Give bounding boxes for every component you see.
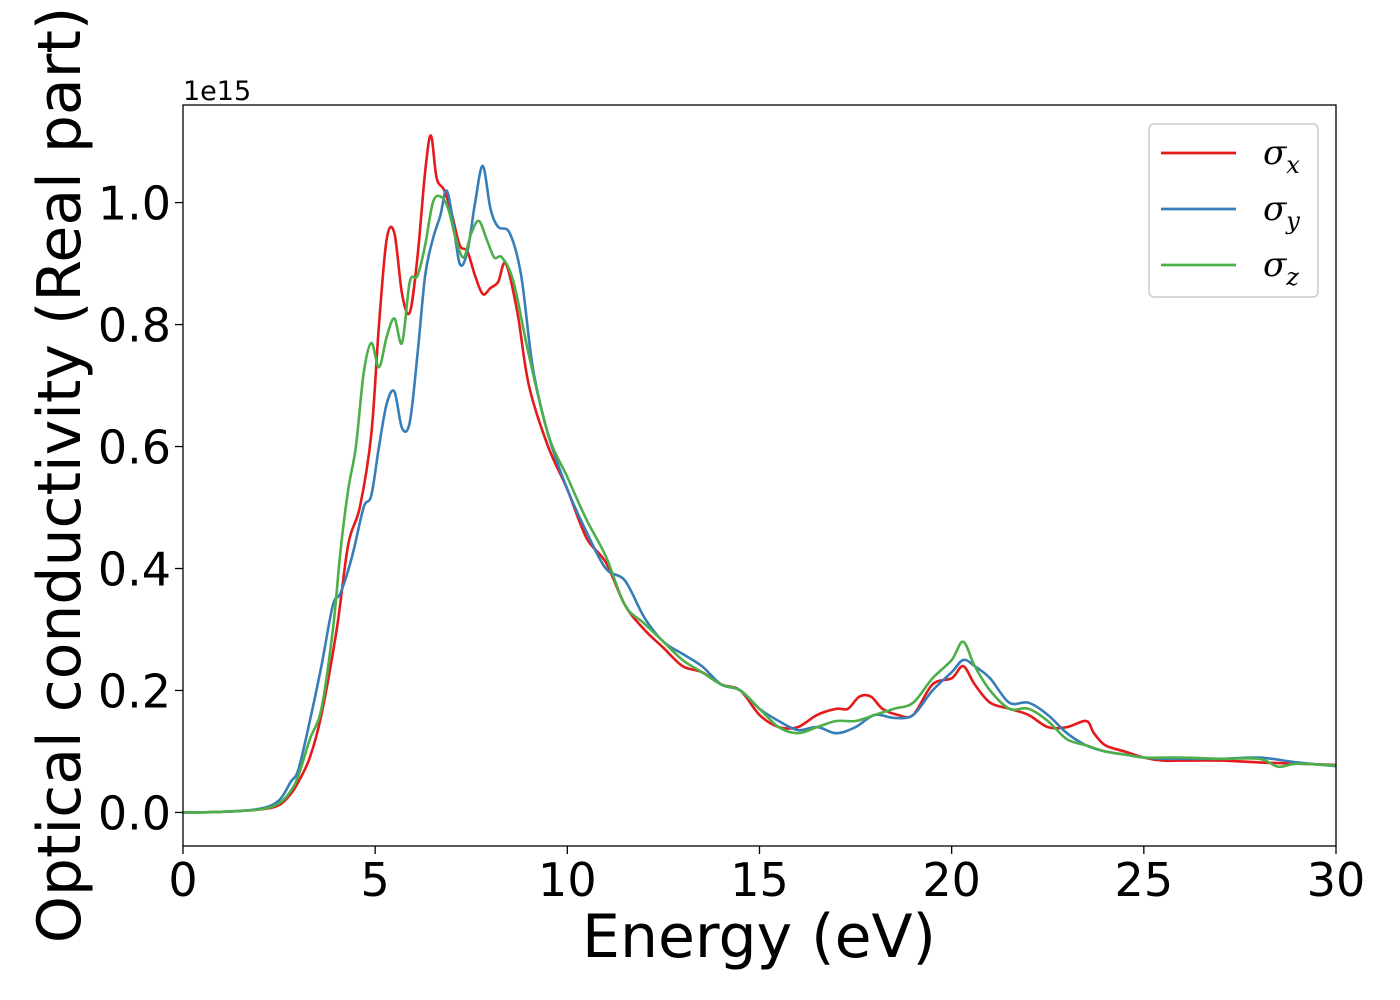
y-tick-label: 0.4	[98, 543, 171, 597]
y-tick-label: 1.0	[98, 177, 171, 231]
x-axis-label: Energy (eV)	[582, 902, 936, 972]
y-offset-label: 1e15	[183, 76, 251, 107]
x-tick-label: 5	[361, 853, 390, 907]
y-axis-ticks: 0.0 0.2 0.4 0.6 0.8 1.0	[98, 177, 183, 840]
series-group	[182, 134, 1337, 814]
y-axis-label: Optical conductivity (Real part)	[25, 7, 95, 944]
series-line-sigma-z	[182, 194, 1337, 814]
x-tick-label: 25	[1115, 853, 1174, 907]
x-tick-label: 0	[168, 853, 197, 907]
y-tick-label: 0.8	[98, 299, 171, 353]
y-tick-label: 0.2	[98, 664, 171, 718]
x-tick-label: 20	[922, 853, 981, 907]
y-tick-label: 0.0	[98, 786, 171, 840]
x-tick-label: 15	[730, 853, 789, 907]
x-tick-label: 30	[1307, 853, 1366, 907]
y-tick-label: 0.6	[98, 421, 171, 475]
legend-frame	[1148, 123, 1319, 298]
x-tick-label: 10	[538, 853, 597, 907]
x-axis-ticks: 0 5 10 15 20 25 30	[168, 846, 1365, 907]
series-line-sigma-y	[182, 164, 1337, 814]
